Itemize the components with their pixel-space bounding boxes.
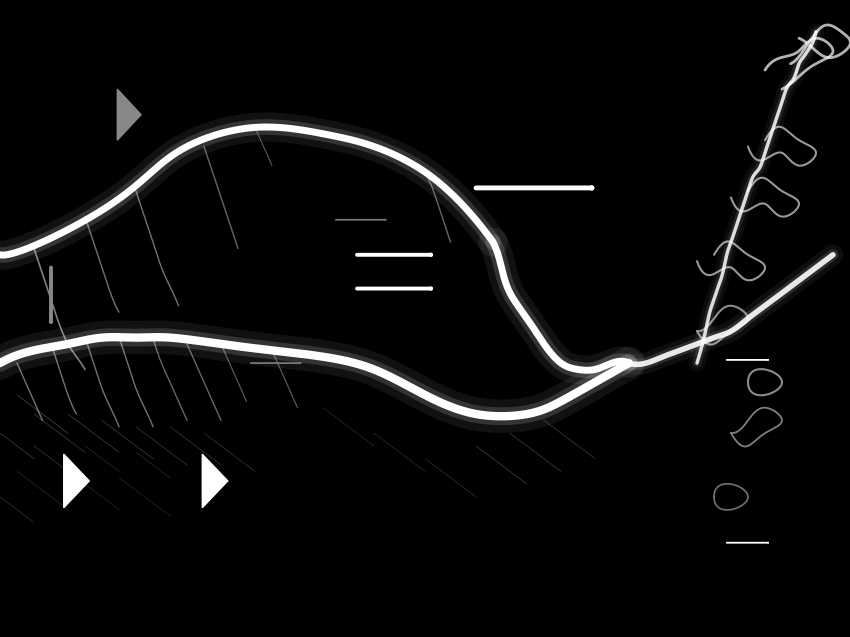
Polygon shape [202,454,228,508]
Polygon shape [117,89,141,140]
Polygon shape [64,454,89,508]
